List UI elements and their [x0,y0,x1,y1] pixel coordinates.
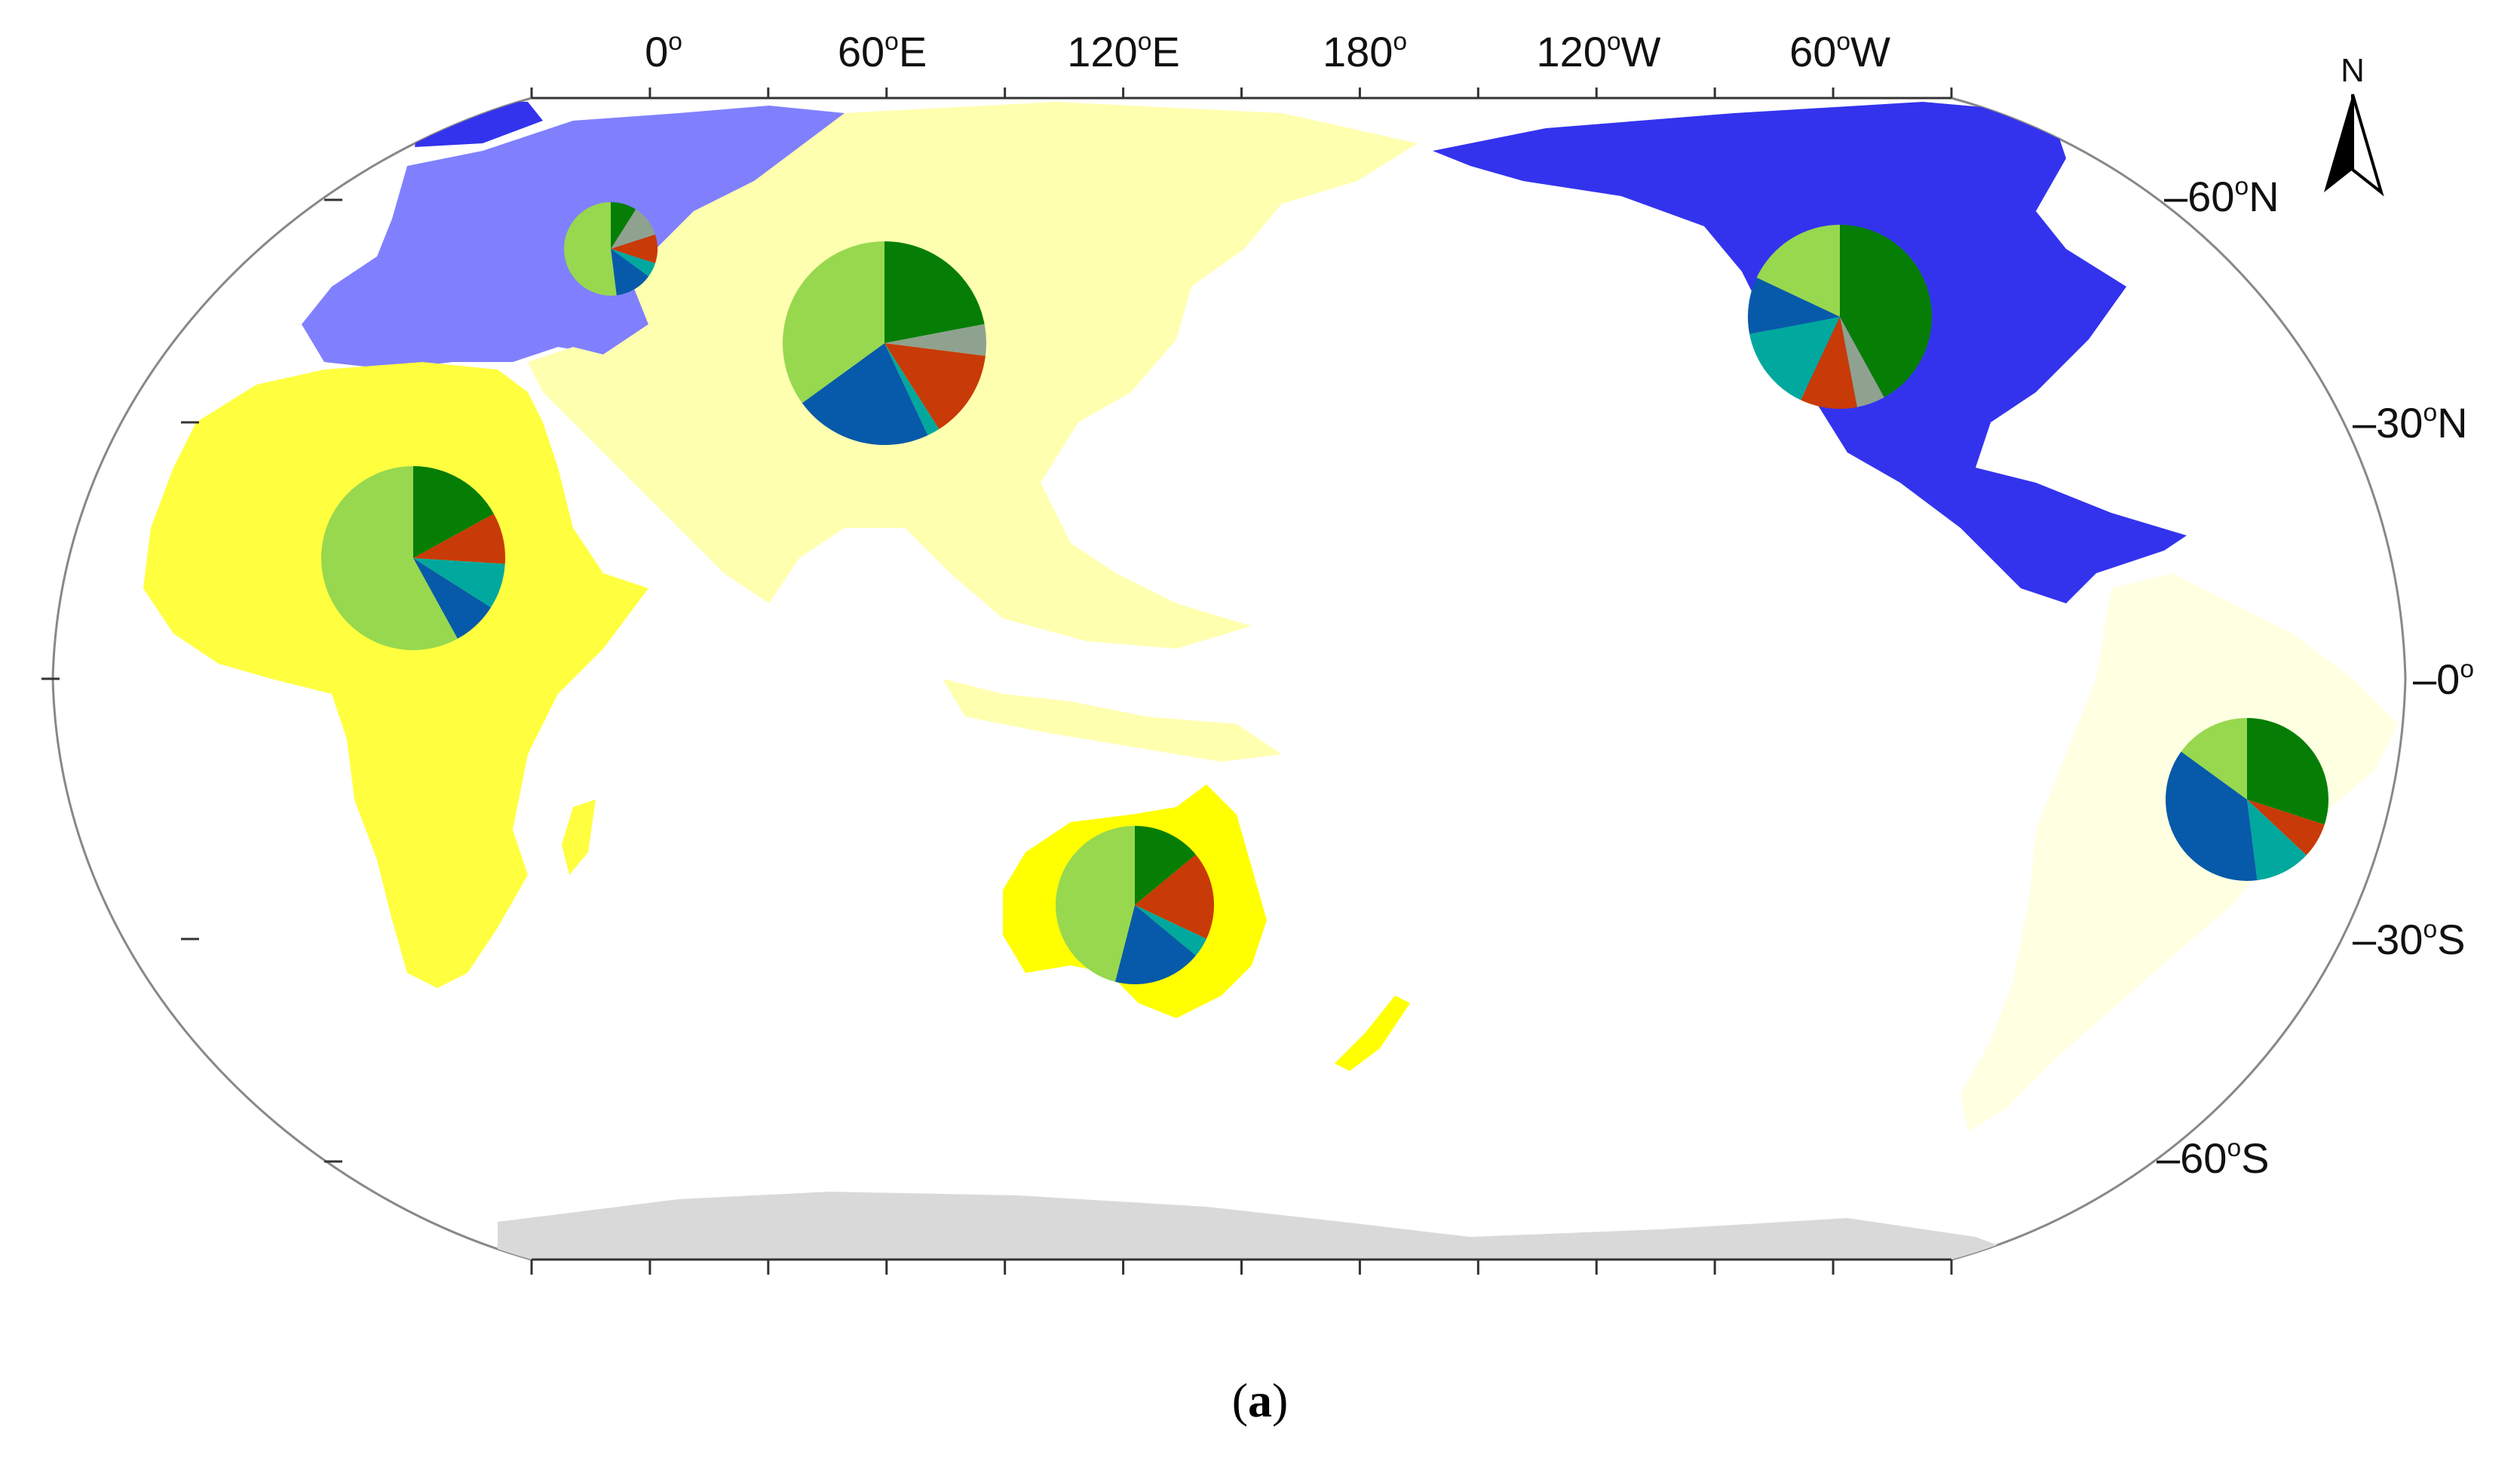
south-america-region [1961,573,2398,1131]
pie-slice [1135,826,1196,905]
new-zealand-island [1335,996,1410,1071]
pie-slice [611,202,636,249]
pie-slice [1135,905,1207,956]
latitude-label-60n: –60oN [2164,173,2279,220]
pie-slice [320,466,458,650]
pie-north-america [1747,225,1932,410]
pie-europe [564,202,658,296]
pie-charts [320,202,2328,984]
pie-slice [1747,278,1840,334]
pie-slice [611,249,649,296]
latitude-labels: –60oN –30oN –0o –30oS –60oS [2157,173,2474,1182]
pie-slice [1749,317,1840,400]
north-arrow: N [2324,52,2384,197]
antarctica-region [498,1192,2036,1260]
pie-australia [1056,825,1214,984]
north-arrow-outline [2351,94,2384,197]
pie-asia [783,241,986,445]
north-arrow-label: N [2341,52,2365,89]
pie-slice [2247,799,2325,855]
pie-slice [1840,225,1932,397]
latitude-label-0: –0o [2413,655,2474,703]
pie-slice [611,209,655,249]
longitude-label-60w: 60oW [1789,28,1890,75]
pie-slice [413,558,492,639]
pie-slice [611,234,658,264]
pie-slice [413,466,494,558]
longitude-label-120w: 120oW [1537,28,1661,75]
africa-region [143,362,648,988]
madagascar-island [562,799,596,875]
pie-slice [2181,718,2247,799]
pie-slice [413,558,505,608]
graticule-ticks [41,87,1953,1275]
caption-letter: a [1248,1373,1272,1427]
southeast-asia-islands [943,679,1282,762]
pie-slice [884,343,940,436]
longitude-labels: 0o 60oE 120oE 180o 120oW 60oW [645,28,1890,75]
latitude-label-60s: –60oS [2157,1134,2270,1182]
pie-slice [1114,905,1196,984]
pie-slice [564,202,617,296]
latitude-label-30n: –30oN [2353,399,2468,446]
pie-slice [1801,317,1857,410]
pie-africa [320,466,505,650]
pie-slice [1840,317,1884,407]
longitude-label-0: 0o [645,28,682,75]
pie-slice [1135,855,1214,939]
pie-slice [611,249,655,277]
pie-slice [884,343,986,429]
pie-slice [2247,799,2307,881]
pie-slice [2166,751,2258,881]
pie-slice [802,343,928,445]
figure-caption: (a) [1231,1373,1289,1427]
latitude-label-30s: –30oS [2353,916,2466,963]
pie-slice [1056,825,1135,982]
pie-slice [783,241,884,404]
pie-slice [1756,225,1840,317]
longitude-label-60e: 60oE [838,28,927,75]
pie-south-america [2166,718,2328,881]
pie-slice [2247,718,2328,825]
longitude-label-120e: 120oE [1067,28,1179,75]
pie-slice [884,324,986,356]
pie-slice [884,241,985,343]
longitude-label-180: 180o [1323,28,1407,75]
pie-slice [413,514,505,564]
north-arrow-icon [2324,94,2353,192]
